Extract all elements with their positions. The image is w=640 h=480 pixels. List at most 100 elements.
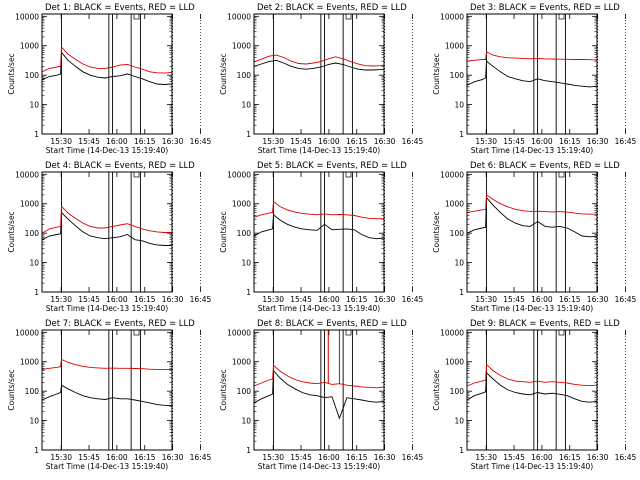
x-tick-label: 16:00: [106, 453, 128, 462]
x-tick-label: 16:15: [346, 295, 368, 304]
chart-panel-9: Det 9: BLACK = Events, RED = LLD 1 10 100 10…: [432, 319, 637, 471]
panel-title: Det 2: BLACK = Events, RED = LLD: [257, 3, 407, 13]
x-tick-label: 16:00: [318, 453, 340, 462]
panel-title: Det 3: BLACK = Events, RED = LLD: [470, 3, 620, 13]
x-tick-label: 15:30: [475, 453, 497, 462]
x-tick-label: 16:45: [402, 453, 424, 462]
x-tick-label: 16:30: [162, 295, 184, 304]
y-axis-label: Counts/sec: [219, 211, 228, 252]
y-tick-label: 1: [246, 130, 251, 139]
y-tick-label: 100: [450, 387, 465, 396]
x-tick-label: 16:00: [531, 295, 553, 304]
chart-panel-6: Det 6: BLACK = Events, RED = LLD 1 10 100 10…: [432, 161, 637, 313]
chart-panel-3: Det 3: BLACK = Events, RED = LLD 1 10 100 10…: [432, 3, 637, 155]
x-tick-label: 16:30: [587, 137, 609, 146]
y-tick-label: 1: [34, 288, 39, 297]
y-tick-label: 10000: [15, 12, 39, 21]
panel-title: Det 1: BLACK = Events, RED = LLD: [45, 3, 195, 13]
y-axis-label: Counts/sec: [7, 211, 16, 252]
y-tick-label: 1: [34, 130, 39, 139]
series-line-events: [466, 371, 598, 403]
y-tick-label: 1: [34, 446, 39, 455]
y-tick-label: 100: [25, 71, 40, 80]
x-tick-label: 15:45: [78, 453, 100, 462]
plot-frame: [466, 13, 598, 135]
chart-panel-4: Det 4: BLACK = Events, RED = LLD 1 10 100 10…: [7, 161, 212, 313]
y-tick-label: 10000: [440, 170, 464, 179]
x-axis-label: Start Time (14-Dec-13 15:19:40): [471, 304, 593, 313]
series-line-events: [253, 213, 385, 240]
y-tick-label: 1000: [445, 42, 464, 51]
x-tick-label: 16:30: [374, 453, 396, 462]
x-axis-label: Start Time (14-Dec-13 15:19:40): [46, 146, 168, 155]
x-tick-label: 16:45: [402, 295, 424, 304]
series-line-lld: [253, 364, 385, 389]
x-tick-label: 15:30: [50, 295, 72, 304]
x-tick-label: 15:30: [262, 295, 284, 304]
series-line-events: [253, 59, 385, 71]
chart-panel-8: Det 8: BLACK = Events, RED = LLD 1 10 100 10…: [219, 319, 424, 471]
series-line-lld: [466, 51, 598, 62]
y-tick-label: 1: [459, 446, 464, 455]
y-tick-label: 1000: [445, 358, 464, 367]
x-tick-label: 16:45: [615, 453, 637, 462]
y-tick-label: 1000: [20, 358, 39, 367]
series-line-events: [253, 369, 385, 420]
y-tick-label: 10: [241, 417, 251, 426]
x-tick-label: 16:00: [106, 295, 128, 304]
x-tick-label: 16:45: [402, 137, 424, 146]
x-tick-label: 16:15: [134, 137, 156, 146]
x-tick-label: 15:30: [475, 137, 497, 146]
panel-title: Det 6: BLACK = Events, RED = LLD: [470, 161, 620, 171]
y-tick-label: 10000: [440, 328, 464, 337]
series-line-events: [41, 211, 172, 246]
y-tick-label: 10: [454, 101, 464, 110]
plot-frame: [253, 329, 385, 451]
y-tick-label: 1000: [20, 42, 39, 51]
series-line-events: [466, 196, 598, 238]
x-axis-label: Start Time (14-Dec-13 15:19:40): [471, 146, 593, 155]
x-tick-label: 15:45: [503, 137, 525, 146]
panel-title: Det 9: BLACK = Events, RED = LLD: [470, 319, 620, 329]
x-axis-label: Start Time (14-Dec-13 15:19:40): [46, 304, 168, 313]
x-axis-label: Start Time (14-Dec-13 15:19:40): [258, 304, 380, 313]
chart-panel-5: Det 5: BLACK = Events, RED = LLD 1 10 100 10…: [219, 161, 424, 313]
y-axis-label: Counts/sec: [219, 53, 228, 94]
y-axis-label: Counts/sec: [432, 369, 441, 410]
y-tick-label: 100: [237, 71, 252, 80]
y-tick-label: 10: [454, 259, 464, 268]
plot-frame: [253, 171, 385, 293]
x-tick-label: 16:30: [374, 295, 396, 304]
x-axis-label: Start Time (14-Dec-13 15:19:40): [258, 146, 380, 155]
x-tick-label: 16:30: [162, 137, 184, 146]
plot-frame: [466, 171, 598, 293]
series-line-lld: [253, 54, 385, 67]
x-tick-label: 15:30: [475, 295, 497, 304]
y-tick-label: 10: [29, 259, 39, 268]
x-tick-label: 16:15: [346, 137, 368, 146]
y-tick-label: 100: [25, 229, 40, 238]
x-tick-label: 15:45: [503, 453, 525, 462]
y-axis-label: Counts/sec: [219, 369, 228, 410]
chart-panel-1: Det 1: BLACK = Events, RED = LLD 1 10 100 10…: [7, 3, 212, 155]
y-tick-label: 100: [237, 229, 252, 238]
y-tick-label: 1000: [232, 200, 251, 209]
y-tick-label: 100: [450, 229, 465, 238]
y-tick-label: 1: [459, 288, 464, 297]
x-tick-label: 16:30: [162, 453, 184, 462]
x-tick-label: 16:15: [559, 137, 581, 146]
plot-frame: [466, 329, 598, 451]
y-tick-label: 1: [246, 446, 251, 455]
y-tick-label: 10: [454, 417, 464, 426]
plot-frame: [41, 171, 173, 293]
y-axis-label: Counts/sec: [7, 369, 16, 410]
y-tick-label: 100: [237, 387, 252, 396]
x-tick-label: 16:00: [531, 453, 553, 462]
x-tick-label: 16:00: [106, 137, 128, 146]
x-tick-label: 15:45: [290, 295, 312, 304]
series-line-lld: [466, 194, 597, 215]
chart-panel-2: Det 2: BLACK = Events, RED = LLD 1 10 100 10…: [219, 3, 424, 155]
y-tick-label: 10: [241, 101, 251, 110]
